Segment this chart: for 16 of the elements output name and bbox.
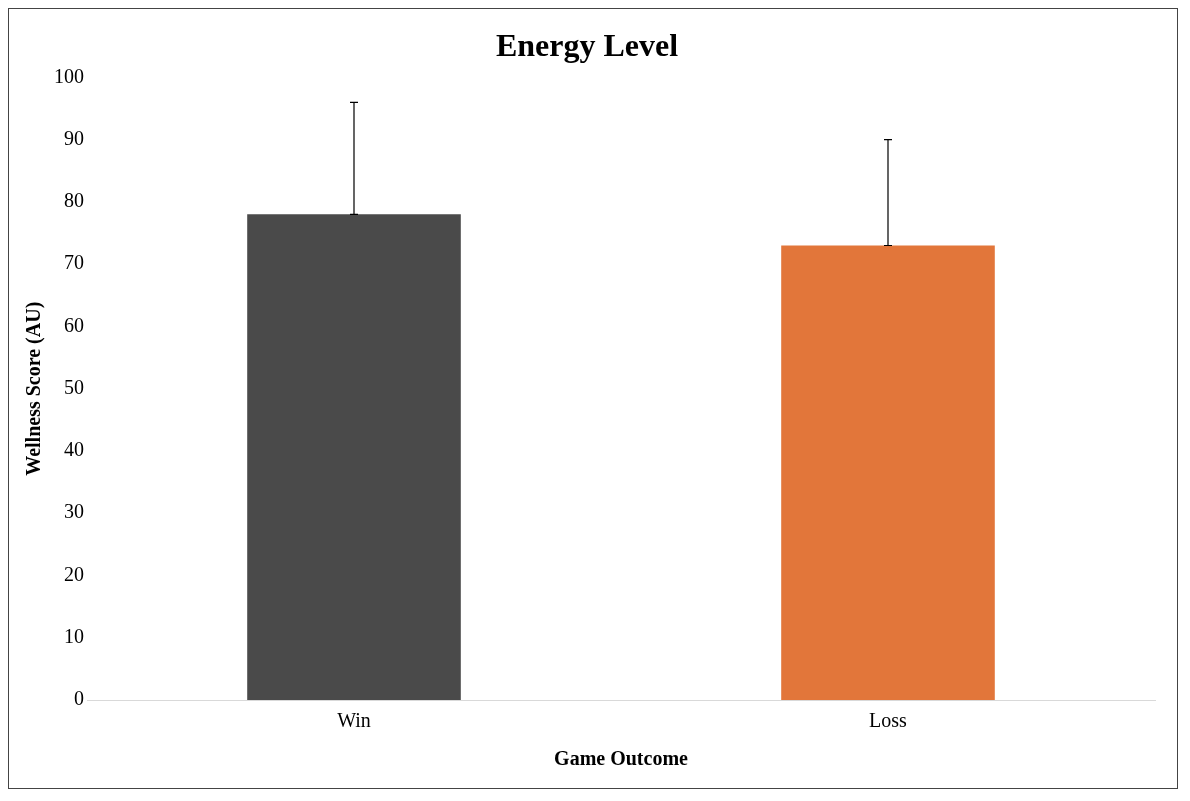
- y-tick-label: 40: [64, 438, 84, 461]
- x-tick-label: Win: [337, 709, 371, 732]
- y-tick-label: 20: [64, 562, 84, 585]
- y-tick-label: 10: [64, 624, 84, 647]
- y-tick-label: 100: [54, 64, 84, 87]
- x-axis-title: Game Outcome: [554, 747, 689, 770]
- y-tick-label: 70: [64, 251, 84, 274]
- x-tick-label: Loss: [869, 709, 908, 732]
- y-tick-label: 80: [64, 189, 84, 212]
- y-tick-label: 30: [64, 500, 84, 523]
- y-tick-label: 0: [74, 687, 84, 710]
- y-tick-label: 90: [64, 126, 84, 149]
- y-tick-label: 60: [64, 313, 84, 336]
- y-tick-label: 50: [64, 375, 84, 398]
- chart-title: Energy Level: [495, 27, 679, 64]
- y-axis-title: Wellness Score (AU): [22, 301, 46, 476]
